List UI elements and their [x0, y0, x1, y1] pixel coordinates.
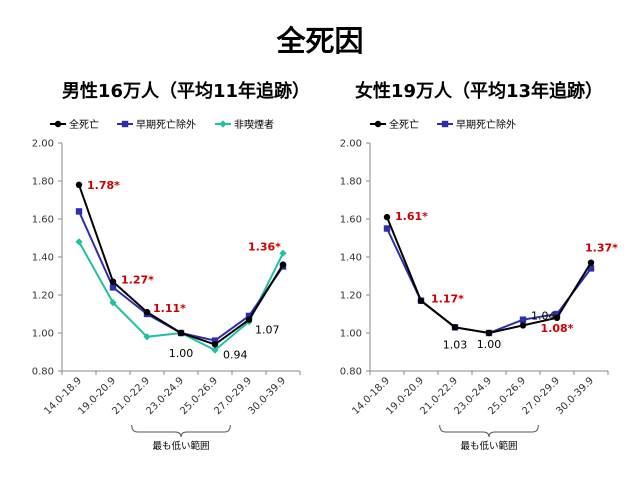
y-tick-label: 0.80: [32, 367, 54, 378]
y-tick-label: 1.40: [340, 253, 362, 264]
legend-item-nonsmoker: 非喫煙者: [215, 119, 274, 131]
y-tick-label: 1.60: [32, 215, 54, 226]
legend-label: 非喫煙者: [234, 119, 274, 131]
legend-item-excl: 早期死亡除外: [117, 118, 196, 131]
data-point-all: [177, 329, 185, 337]
data-label: 1.08*: [541, 322, 574, 335]
legend-label: 早期死亡除外: [456, 118, 516, 131]
legend-marker: [54, 120, 62, 128]
data-label: 1.27*: [121, 274, 154, 287]
y-tick-label: 0.80: [340, 367, 362, 378]
y-tick-label: 1.20: [340, 291, 362, 302]
data-point-all: [279, 261, 287, 268]
legend-item-all: 全死亡: [370, 118, 419, 131]
legend-marker: [374, 120, 382, 128]
data-point-all: [383, 213, 391, 221]
data-point-nonsmoker: [109, 299, 117, 307]
legend-label: 全死亡: [389, 118, 419, 131]
data-label: 1.07: [255, 324, 280, 337]
data-point-all: [75, 181, 83, 188]
data-point-excl: [553, 310, 561, 318]
page-title: 全死因: [276, 24, 364, 58]
y-tick-label: 1.00: [32, 329, 54, 340]
lowest-range-brace: [439, 424, 539, 438]
data-label: 0.94: [223, 348, 248, 361]
data-point-all: [553, 314, 561, 321]
y-tick-label: 1.40: [32, 253, 54, 264]
series-line-all: [386, 216, 592, 335]
y-tick-label: 1.60: [340, 215, 362, 226]
data-point-nonsmoker: [75, 238, 83, 246]
data-label: 1.36*: [248, 241, 281, 254]
legend-marker: [441, 120, 449, 128]
lowest-range-label: 最も低い範囲: [460, 440, 517, 452]
legend-item-excl: 早期死亡除外: [437, 118, 516, 131]
data-label: 1.00: [477, 338, 502, 351]
data-point-excl: [519, 316, 527, 323]
data-label: 1.61*: [395, 210, 428, 223]
data-label: 1.00: [169, 347, 194, 360]
data-point-nonsmoker: [211, 346, 219, 354]
y-tick-label: 1.00: [340, 329, 362, 340]
data-point-all: [211, 341, 219, 348]
data-point-all: [519, 322, 527, 329]
data-label: 1.17*: [431, 293, 464, 306]
data-point-excl: [75, 208, 83, 215]
data-point-excl: [211, 337, 219, 344]
legend-label: 全死亡: [69, 118, 99, 131]
y-tick-label: 2.00: [32, 139, 54, 150]
data-point-excl: [245, 312, 253, 320]
series-line-excl: [386, 228, 592, 335]
data-point-nonsmoker: [143, 333, 151, 341]
data-point-nonsmoker: [279, 249, 287, 257]
panel-title: 女性19万人（平均13年追跡）: [355, 80, 603, 102]
data-label: 1.78*: [87, 179, 120, 192]
lowest-range-brace: [131, 424, 231, 438]
y-tick-label: 1.80: [32, 177, 54, 188]
data-point-all: [451, 324, 459, 331]
legend-item-all: 全死亡: [50, 118, 99, 131]
lowest-range-label: 最も低い範囲: [152, 440, 209, 452]
data-point-all: [109, 278, 117, 285]
data-label: 1.37*: [585, 242, 618, 255]
data-point-excl: [383, 225, 391, 232]
data-point-all: [587, 259, 595, 266]
data-point-excl: [587, 265, 595, 272]
y-tick-label: 1.80: [340, 177, 362, 188]
data-point-all: [143, 308, 151, 316]
y-tick-label: 1.20: [32, 291, 54, 302]
legend-marker: [219, 120, 227, 128]
data-point-excl: [109, 284, 117, 291]
data-point-all: [417, 297, 425, 304]
data-label: 1.03: [443, 338, 468, 351]
series-excl: [383, 225, 595, 337]
panel-title: 男性16万人（平均11年追跡）: [62, 80, 310, 102]
data-label: 1.11*: [153, 302, 186, 315]
data-label: 1.04: [531, 309, 556, 322]
series-all: [383, 213, 595, 337]
data-point-all: [485, 329, 493, 337]
series-all: [75, 181, 287, 348]
legend-label: 早期死亡除外: [136, 118, 196, 131]
y-tick-label: 2.00: [340, 139, 362, 150]
data-point-all: [245, 316, 253, 323]
legend-marker: [121, 120, 129, 128]
